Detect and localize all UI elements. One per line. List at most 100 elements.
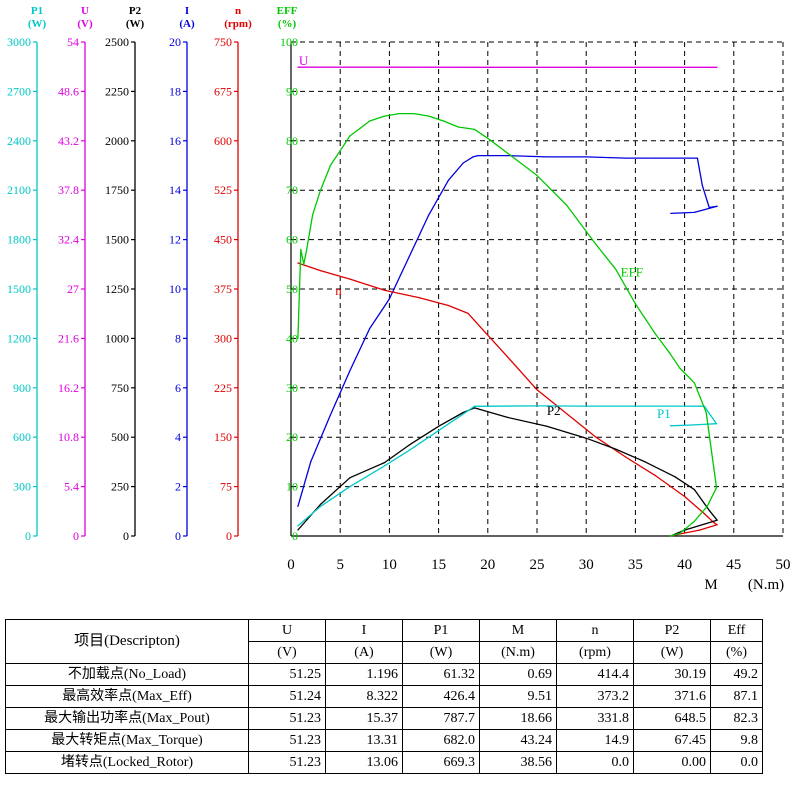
y-axis-i: I(A) 0 2 4 6 8 10 12 14 16 18 20 — [169, 5, 195, 543]
cell-n: 331.8 — [556, 707, 634, 730]
data-point-eff — [384, 115, 386, 117]
x-tick-label: 45 — [726, 557, 741, 573]
y-tick-label: 8 — [175, 331, 181, 345]
data-point-eff — [297, 337, 299, 339]
cell-n: 373.2 — [556, 685, 634, 708]
data-point-n — [713, 522, 715, 524]
data-point-p2 — [297, 529, 299, 531]
cell-u: 51.24 — [248, 685, 326, 708]
data-point-n — [698, 529, 701, 531]
cell-eff: 0.0 — [710, 751, 763, 774]
x-tick-label: 15 — [431, 557, 446, 573]
cell-m: 9.51 — [479, 685, 557, 708]
data-point-eff — [369, 120, 371, 122]
y-tick-label: 0 — [123, 529, 129, 543]
unit-p2: (W) — [633, 641, 711, 664]
y-tick-label: 30 — [286, 381, 298, 395]
performance-table: 项目(Descripton) U I P1 M n P2 Eff (V) (A)… — [5, 619, 763, 774]
performance-chart: P1(W)03006009001200150018002100240027003… — [7, 5, 791, 593]
series-label-p1: P1 — [657, 406, 671, 421]
data-point-eff — [715, 487, 718, 489]
data-point-eff — [705, 411, 707, 414]
y-tick-label: 90 — [286, 84, 298, 98]
data-point-p2 — [615, 448, 617, 450]
unit-i: (A) — [325, 641, 403, 664]
table-row: 不加载点(No_Load) 51.25 1.196 61.32 0.69 414… — [5, 663, 763, 686]
y-axis-eff: EFF(%) 0 10 20 30 40 50 60 70 80 90 100 — [277, 5, 298, 543]
data-point-eff — [654, 332, 656, 335]
data-point-eff — [300, 248, 302, 251]
data-point-u — [716, 66, 718, 68]
data-point-n — [467, 312, 469, 314]
data-point-p2 — [438, 425, 440, 427]
y-tick-label: 1500 — [105, 233, 129, 247]
header-n: n — [556, 619, 634, 642]
y-tick-label: 900 — [13, 381, 31, 395]
data-point-eff — [595, 243, 597, 246]
y-tick-label: 2 — [175, 480, 181, 494]
cell-p1: 426.4 — [402, 685, 480, 708]
x-tick-label: 50 — [776, 557, 791, 573]
y-tick-label: 600 — [13, 430, 31, 444]
x-axis-label: M — [704, 577, 717, 593]
data-point-eff — [693, 382, 696, 384]
y-tick-label: 2400 — [7, 134, 31, 148]
data-point-eff — [693, 520, 696, 522]
data-point-i — [477, 155, 479, 157]
y-tick-label: 750 — [111, 381, 129, 395]
x-tick-label: 5 — [336, 557, 344, 573]
data-point-n — [349, 278, 351, 280]
series-label-n: n — [335, 283, 342, 298]
series-line-p2 — [297, 407, 718, 537]
data-point-n — [716, 524, 718, 526]
data-point-p1 — [536, 405, 538, 407]
y-tick-label: 600 — [214, 134, 232, 148]
data-point-eff — [474, 128, 476, 130]
description-header: 项目(Descripton) — [5, 619, 249, 664]
y-axis-unit: (A) — [179, 18, 195, 30]
x-axis-unit: (N.m) — [748, 577, 784, 593]
y-tick-label: 300 — [214, 331, 232, 345]
row-label: 最大转矩点(Max_Torque) — [5, 729, 249, 752]
y-tick-label: 6 — [175, 381, 181, 395]
cell-p2: 30.19 — [633, 663, 711, 686]
y-tick-label: 1000 — [105, 331, 129, 345]
data-point-n — [506, 356, 509, 358]
y-tick-label: 43.2 — [58, 134, 79, 148]
data-point-eff — [457, 126, 459, 128]
y-tick-label: 16.2 — [58, 381, 79, 395]
series-lines: Un P2 P1 EFF — [297, 53, 718, 537]
y-tick-label: 1250 — [105, 282, 129, 296]
cell-m: 43.24 — [479, 729, 557, 752]
y-tick-label: 2700 — [7, 84, 31, 98]
cell-i: 15.37 — [325, 707, 403, 730]
data-point-i — [408, 256, 410, 258]
y-tick-label: 0 — [73, 529, 79, 543]
data-point-p1 — [438, 430, 440, 432]
row-label: 堵转点(Locked_Rotor) — [5, 751, 249, 774]
data-point-n — [383, 289, 386, 291]
cell-eff: 82.3 — [710, 707, 763, 730]
data-point-n — [319, 270, 322, 272]
y-tick-label: 80 — [286, 134, 298, 148]
data-point-i — [716, 205, 718, 207]
unit-n: (rpm) — [556, 641, 634, 664]
row-label: 不加载点(No_Load) — [5, 663, 249, 686]
header-eff: Eff — [710, 619, 763, 642]
data-point-eff — [565, 204, 568, 206]
y-tick-label: 0 — [175, 529, 181, 543]
data-point-u — [585, 66, 587, 68]
y-tick-label: 1500 — [7, 282, 31, 296]
y-axis-name: EFF — [277, 5, 298, 17]
data-point-i — [708, 206, 710, 209]
data-point-eff — [487, 137, 489, 139]
data-point-i — [506, 155, 509, 157]
table-row: 最高效率点(Max_Eff) 51.24 8.322 426.4 9.51 37… — [5, 685, 763, 708]
data-point-p2 — [462, 411, 464, 414]
series-label-eff: EFF — [621, 265, 643, 280]
y-tick-label: 1750 — [105, 183, 129, 197]
y-tick-label: 14 — [169, 183, 181, 197]
y-axis-p2: P2(W) 0 250 500 750 1000 1250 1500 1750 2000 2250 2… — [105, 5, 144, 543]
data-point-n — [482, 329, 484, 331]
y-tick-label: 20 — [286, 430, 298, 444]
